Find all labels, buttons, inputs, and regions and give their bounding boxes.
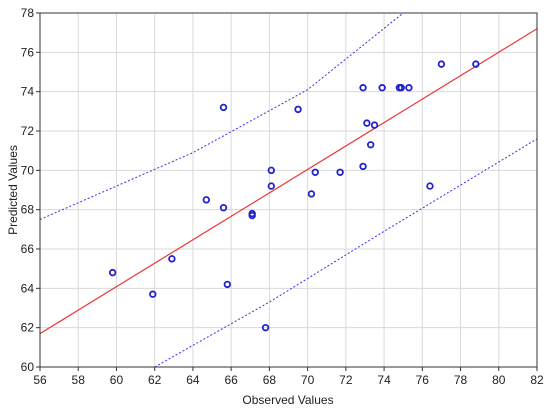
- x-tick-label: 82: [530, 373, 544, 387]
- data-point: [378, 84, 386, 92]
- x-tick-label: 66: [224, 373, 238, 387]
- x-tick-label: 62: [148, 373, 162, 387]
- fit-line-group: [40, 28, 537, 335]
- data-point: [168, 255, 176, 263]
- data-point: [405, 84, 413, 92]
- regression-line: [40, 28, 537, 335]
- data-point: [261, 323, 270, 332]
- plot-frame: [39, 12, 538, 368]
- data-point: [336, 168, 344, 176]
- x-tick-label: 76: [416, 373, 430, 387]
- x-tick-label: 78: [454, 373, 468, 387]
- lower-confidence-line: [154, 138, 537, 367]
- x-tick-label: 74: [377, 373, 391, 387]
- y-tick-label: 64: [21, 281, 35, 295]
- data-point: [108, 268, 117, 277]
- data-point: [294, 105, 302, 114]
- data-point: [202, 196, 211, 204]
- data-point: [397, 84, 405, 92]
- x-tick-label: 60: [110, 373, 124, 387]
- y-tick-label: 70: [21, 163, 35, 177]
- confidence-bands: [40, 13, 537, 367]
- x-tick-label: 58: [72, 373, 86, 387]
- data-point: [267, 182, 275, 190]
- y-axis-title: Predicted Values: [6, 145, 20, 235]
- data-point: [219, 103, 228, 112]
- y-tick-label: 62: [21, 321, 35, 335]
- data-points: [108, 60, 480, 332]
- data-point: [248, 211, 256, 220]
- data-point: [472, 60, 480, 68]
- x-tick-label: 64: [186, 373, 200, 387]
- upper-confidence-line: [40, 13, 404, 220]
- x-axis-title: Observed Values: [242, 393, 333, 407]
- data-point: [359, 162, 367, 171]
- data-point: [311, 168, 319, 176]
- x-tick-label: 70: [301, 373, 315, 387]
- x-tick-label: 72: [339, 373, 353, 387]
- x-tick-label: 68: [263, 373, 277, 387]
- y-tick-label: 78: [21, 6, 35, 20]
- y-tick-label: 76: [21, 45, 35, 59]
- data-point: [307, 190, 316, 198]
- x-tick-label: 80: [492, 373, 506, 387]
- data-point: [363, 119, 371, 127]
- data-point: [366, 141, 375, 149]
- data-point: [219, 203, 228, 212]
- data-point: [426, 182, 434, 190]
- y-tick-label: 60: [21, 360, 35, 374]
- data-point: [149, 290, 157, 298]
- data-point: [370, 121, 379, 129]
- x-axis-ticks: 56 58 60 62 64 66 68 70 72 74 76 78 80 82: [33, 367, 544, 387]
- y-tick-label: 68: [21, 203, 35, 217]
- x-tick-label: 56: [33, 373, 47, 387]
- data-point: [359, 84, 367, 92]
- y-tick-label: 74: [21, 85, 35, 99]
- y-axis-ticks: 60 62 64 66 68 70 72 74 76 78: [21, 6, 40, 374]
- data-point: [267, 166, 275, 175]
- y-tick-label: 72: [21, 124, 35, 138]
- plot-background: [40, 13, 537, 367]
- data-point: [223, 280, 232, 289]
- y-tick-label: 66: [21, 242, 35, 256]
- data-point: [437, 60, 446, 68]
